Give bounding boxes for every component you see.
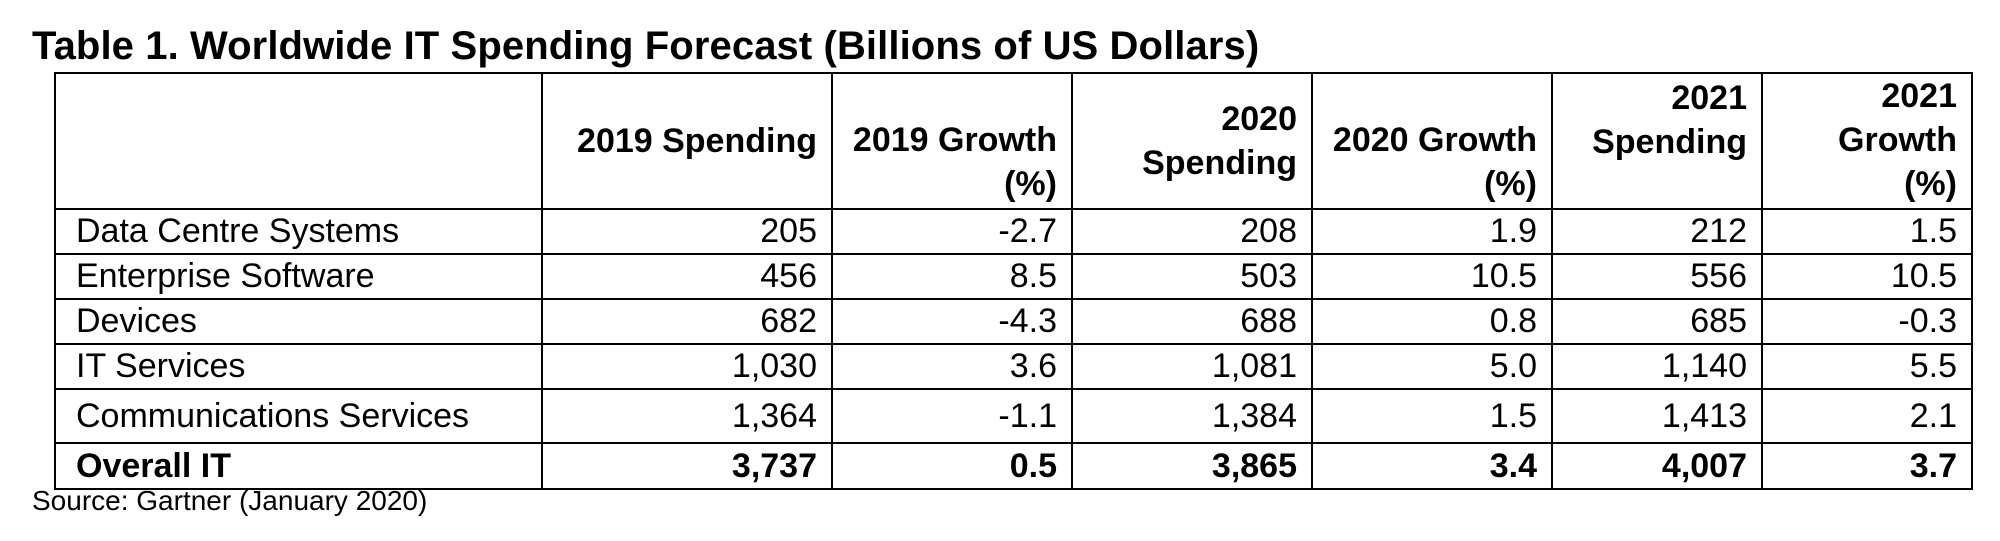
table-cell: 556 <box>1551 253 1763 300</box>
table-cell: 1.9 <box>1311 208 1553 255</box>
table-cell: 5.5 <box>1761 343 1973 390</box>
table-cell: 682 <box>541 298 833 345</box>
row-label: IT Services <box>54 343 543 390</box>
table-cell: 3,737 <box>541 442 833 490</box>
table-cell: 205 <box>541 208 833 255</box>
row-label: Communications Services <box>54 388 543 444</box>
table-cell: 1,140 <box>1551 343 1763 390</box>
column-header: 2021 Spending <box>1551 72 1763 210</box>
table-title: Table 1. Worldwide IT Spending Forecast … <box>32 24 1260 68</box>
table-cell: 3,865 <box>1071 442 1313 490</box>
table-row: Communications Services 1,364 -1.1 1,384… <box>54 388 1973 444</box>
table-cell: 1,384 <box>1071 388 1313 444</box>
column-header: 2020 Growth (%) <box>1311 72 1553 210</box>
table-cell: -4.3 <box>831 298 1073 345</box>
table-cell: 3.4 <box>1311 442 1553 490</box>
table-cell: 10.5 <box>1761 253 1973 300</box>
table-cell: 212 <box>1551 208 1763 255</box>
column-header: 2019 Growth (%) <box>831 72 1073 210</box>
table-cell: 1,081 <box>1071 343 1313 390</box>
table-cell: 0.5 <box>831 442 1073 490</box>
table-cell: 1.5 <box>1311 388 1553 444</box>
table-row: Devices 682 -4.3 688 0.8 685 -0.3 <box>54 298 1973 345</box>
row-label: Devices <box>54 298 543 345</box>
table-cell: 0.8 <box>1311 298 1553 345</box>
column-header: 2020 Spending <box>1071 72 1313 210</box>
table-cell: 3.6 <box>831 343 1073 390</box>
table-cell: 503 <box>1071 253 1313 300</box>
table-cell: -0.3 <box>1761 298 1973 345</box>
total-row: Overall IT 3,737 0.5 3,865 3.4 4,007 3.7 <box>54 442 1973 490</box>
table-cell: 10.5 <box>1311 253 1553 300</box>
column-header <box>54 72 543 210</box>
table-row: Data Centre Systems 205 -2.7 208 1.9 212… <box>54 208 1973 255</box>
table-cell: 456 <box>541 253 833 300</box>
table-cell: 688 <box>1071 298 1313 345</box>
table-row: IT Services 1,030 3.6 1,081 5.0 1,140 5.… <box>54 343 1973 390</box>
header-row: 2019 Spending 2019 Growth (%) 2020 Spend… <box>54 72 1973 210</box>
table-cell: -2.7 <box>831 208 1073 255</box>
row-label: Enterprise Software <box>54 253 543 300</box>
table-cell: 1.5 <box>1761 208 1973 255</box>
table-cell: -1.1 <box>831 388 1073 444</box>
table-row: Enterprise Software 456 8.5 503 10.5 556… <box>54 253 1973 300</box>
table-cell: 3.7 <box>1761 442 1973 490</box>
column-header: 2021 Growth (%) <box>1761 72 1973 210</box>
table-cell: 5.0 <box>1311 343 1553 390</box>
row-label: Data Centre Systems <box>54 208 543 255</box>
source-note: Source: Gartner (January 2020) <box>32 485 428 516</box>
table-cell: 1,030 <box>541 343 833 390</box>
table-cell: 1,413 <box>1551 388 1763 444</box>
table-cell: 208 <box>1071 208 1313 255</box>
column-header: 2019 Spending <box>541 72 833 210</box>
it-spending-table: 2019 Spending 2019 Growth (%) 2020 Spend… <box>54 72 1973 490</box>
table-cell: 2.1 <box>1761 388 1973 444</box>
row-label: Overall IT <box>54 442 543 490</box>
table-cell: 8.5 <box>831 253 1073 300</box>
table-cell: 685 <box>1551 298 1763 345</box>
table-cell: 1,364 <box>541 388 833 444</box>
table-cell: 4,007 <box>1551 442 1763 490</box>
